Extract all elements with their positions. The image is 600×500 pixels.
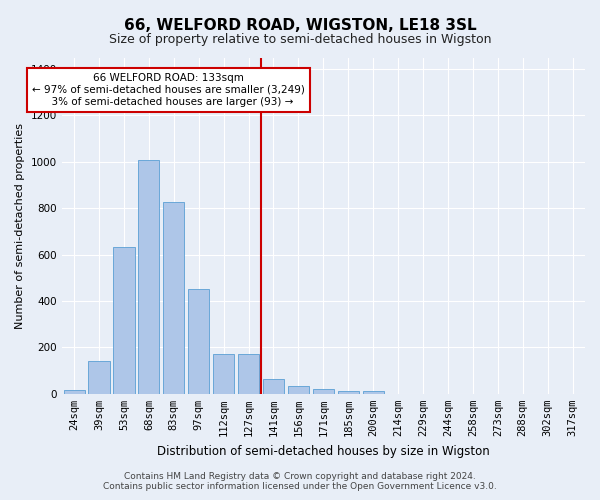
Bar [362,392,384,394]
Bar [238,354,259,394]
Bar [313,389,334,394]
Bar [263,378,284,394]
Text: 66 WELFORD ROAD: 133sqm
← 97% of semi-detached houses are smaller (3,249)
  3% o: 66 WELFORD ROAD: 133sqm ← 97% of semi-de… [32,74,305,106]
Text: Size of property relative to semi-detached houses in Wigston: Size of property relative to semi-detach… [109,32,491,46]
X-axis label: Distribution of semi-detached houses by size in Wigston: Distribution of semi-detached houses by … [157,444,490,458]
Y-axis label: Number of semi-detached properties: Number of semi-detached properties [15,122,25,328]
Bar [64,390,85,394]
Bar [88,362,110,394]
Text: 66, WELFORD ROAD, WIGSTON, LE18 3SL: 66, WELFORD ROAD, WIGSTON, LE18 3SL [124,18,476,32]
Bar [163,202,184,394]
Bar [138,160,160,394]
Bar [213,354,234,394]
Bar [113,246,134,394]
Bar [288,386,309,394]
Bar [188,290,209,394]
Text: Contains HM Land Registry data © Crown copyright and database right 2024.
Contai: Contains HM Land Registry data © Crown c… [103,472,497,491]
Bar [338,392,359,394]
